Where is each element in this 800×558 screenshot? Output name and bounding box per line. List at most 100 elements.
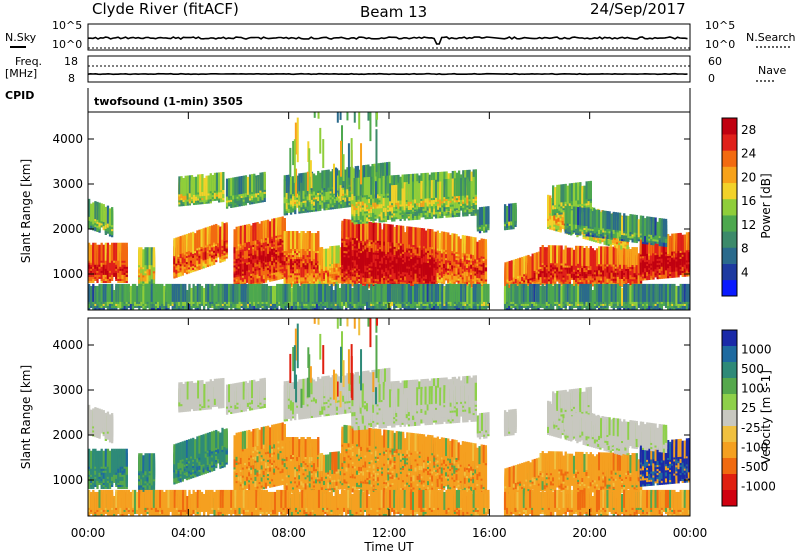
nsearch-label: N.Search (746, 31, 796, 44)
power-cell (103, 204, 105, 222)
power-cell (182, 235, 184, 253)
power-cell (222, 172, 224, 190)
power-cell (261, 221, 263, 239)
power-cell (458, 236, 460, 254)
power-cell (631, 247, 633, 265)
power-cell (481, 238, 483, 256)
power-cell (671, 234, 673, 252)
power-cell (253, 174, 255, 192)
power-cell (638, 253, 640, 271)
power-cell (379, 178, 381, 196)
power-cell (319, 173, 321, 191)
power-cell (290, 231, 292, 249)
power-cell (474, 237, 476, 255)
power-cell (335, 246, 337, 264)
power-cell (558, 245, 560, 263)
power-cell (286, 175, 288, 193)
power-cell (138, 247, 140, 265)
power-cell (247, 177, 249, 195)
power-cell (421, 228, 423, 246)
power-cell (478, 240, 480, 258)
power-cell (669, 236, 671, 254)
power-cell (399, 183, 401, 201)
power-cell (408, 184, 410, 202)
power-cell (105, 243, 107, 261)
power-cell (396, 225, 398, 243)
power-cell (373, 222, 375, 240)
power-cell (107, 243, 109, 261)
power-cell (410, 182, 412, 200)
power-cell (288, 231, 290, 249)
power-cell (149, 247, 151, 265)
power-cell (585, 246, 587, 264)
power-cell (226, 179, 228, 197)
power-cell (263, 221, 265, 239)
power-cell (180, 236, 182, 254)
power-cell (427, 229, 429, 247)
power-cell (686, 232, 688, 250)
power-cell (218, 172, 220, 190)
freq-tick-hi: 18 (64, 55, 78, 68)
power-cell (94, 201, 96, 219)
power-cell (200, 229, 202, 247)
power-cell (466, 236, 468, 254)
power-cell (111, 243, 113, 261)
power-cell (634, 247, 636, 265)
power-cell (364, 177, 366, 195)
power-cell (445, 232, 447, 250)
power-cell (684, 235, 686, 253)
power-cell (178, 176, 180, 194)
power-cell (364, 223, 366, 241)
date-title: 24/Sep/2017 (590, 0, 686, 18)
power-cell (400, 226, 402, 244)
power-cell (540, 247, 542, 265)
power-cell (394, 227, 396, 245)
power-cell (534, 253, 536, 271)
power-cell (195, 177, 197, 195)
power-cell (623, 247, 625, 265)
power-cell (511, 260, 513, 278)
power-cell (392, 225, 394, 243)
freq-frame (88, 56, 690, 82)
power-cell (198, 230, 200, 248)
cpid-label: CPID (5, 89, 34, 102)
power-cell (483, 239, 485, 257)
power-cell (313, 174, 315, 192)
power-cell (243, 176, 245, 194)
power-cell (581, 246, 583, 264)
power-cell (420, 181, 422, 199)
power-cell (234, 177, 236, 195)
power-cell (323, 249, 325, 267)
power-cell (451, 233, 453, 251)
power-cell (201, 174, 203, 192)
power-cell (325, 249, 327, 267)
power-cell (513, 260, 515, 278)
nave-tick-hi: 60 (708, 55, 722, 68)
power-cell (296, 231, 298, 249)
power-cell (298, 173, 300, 191)
power-cell (629, 249, 631, 267)
power-cell (180, 176, 182, 194)
power-cell (240, 226, 242, 244)
power-cell (596, 248, 598, 266)
nsky-tick-lo: 10^0 (52, 38, 82, 51)
power-cell (92, 202, 94, 220)
power-cell (358, 178, 360, 196)
power-cell (369, 222, 371, 240)
power-cell (279, 217, 281, 235)
power-cell (221, 222, 223, 240)
power-cell (271, 219, 273, 237)
power-cell (252, 223, 254, 241)
power-cell (379, 223, 381, 241)
power-cell (232, 177, 234, 195)
power-cell (437, 231, 439, 249)
power-cell (571, 248, 573, 266)
power-cell (205, 228, 207, 246)
power-cell (542, 245, 544, 263)
power-cell (412, 182, 414, 200)
power-cell (468, 236, 470, 254)
power-cell (175, 238, 177, 256)
power-cell (529, 256, 531, 274)
power-cell (353, 178, 355, 196)
power-cell (249, 174, 251, 192)
